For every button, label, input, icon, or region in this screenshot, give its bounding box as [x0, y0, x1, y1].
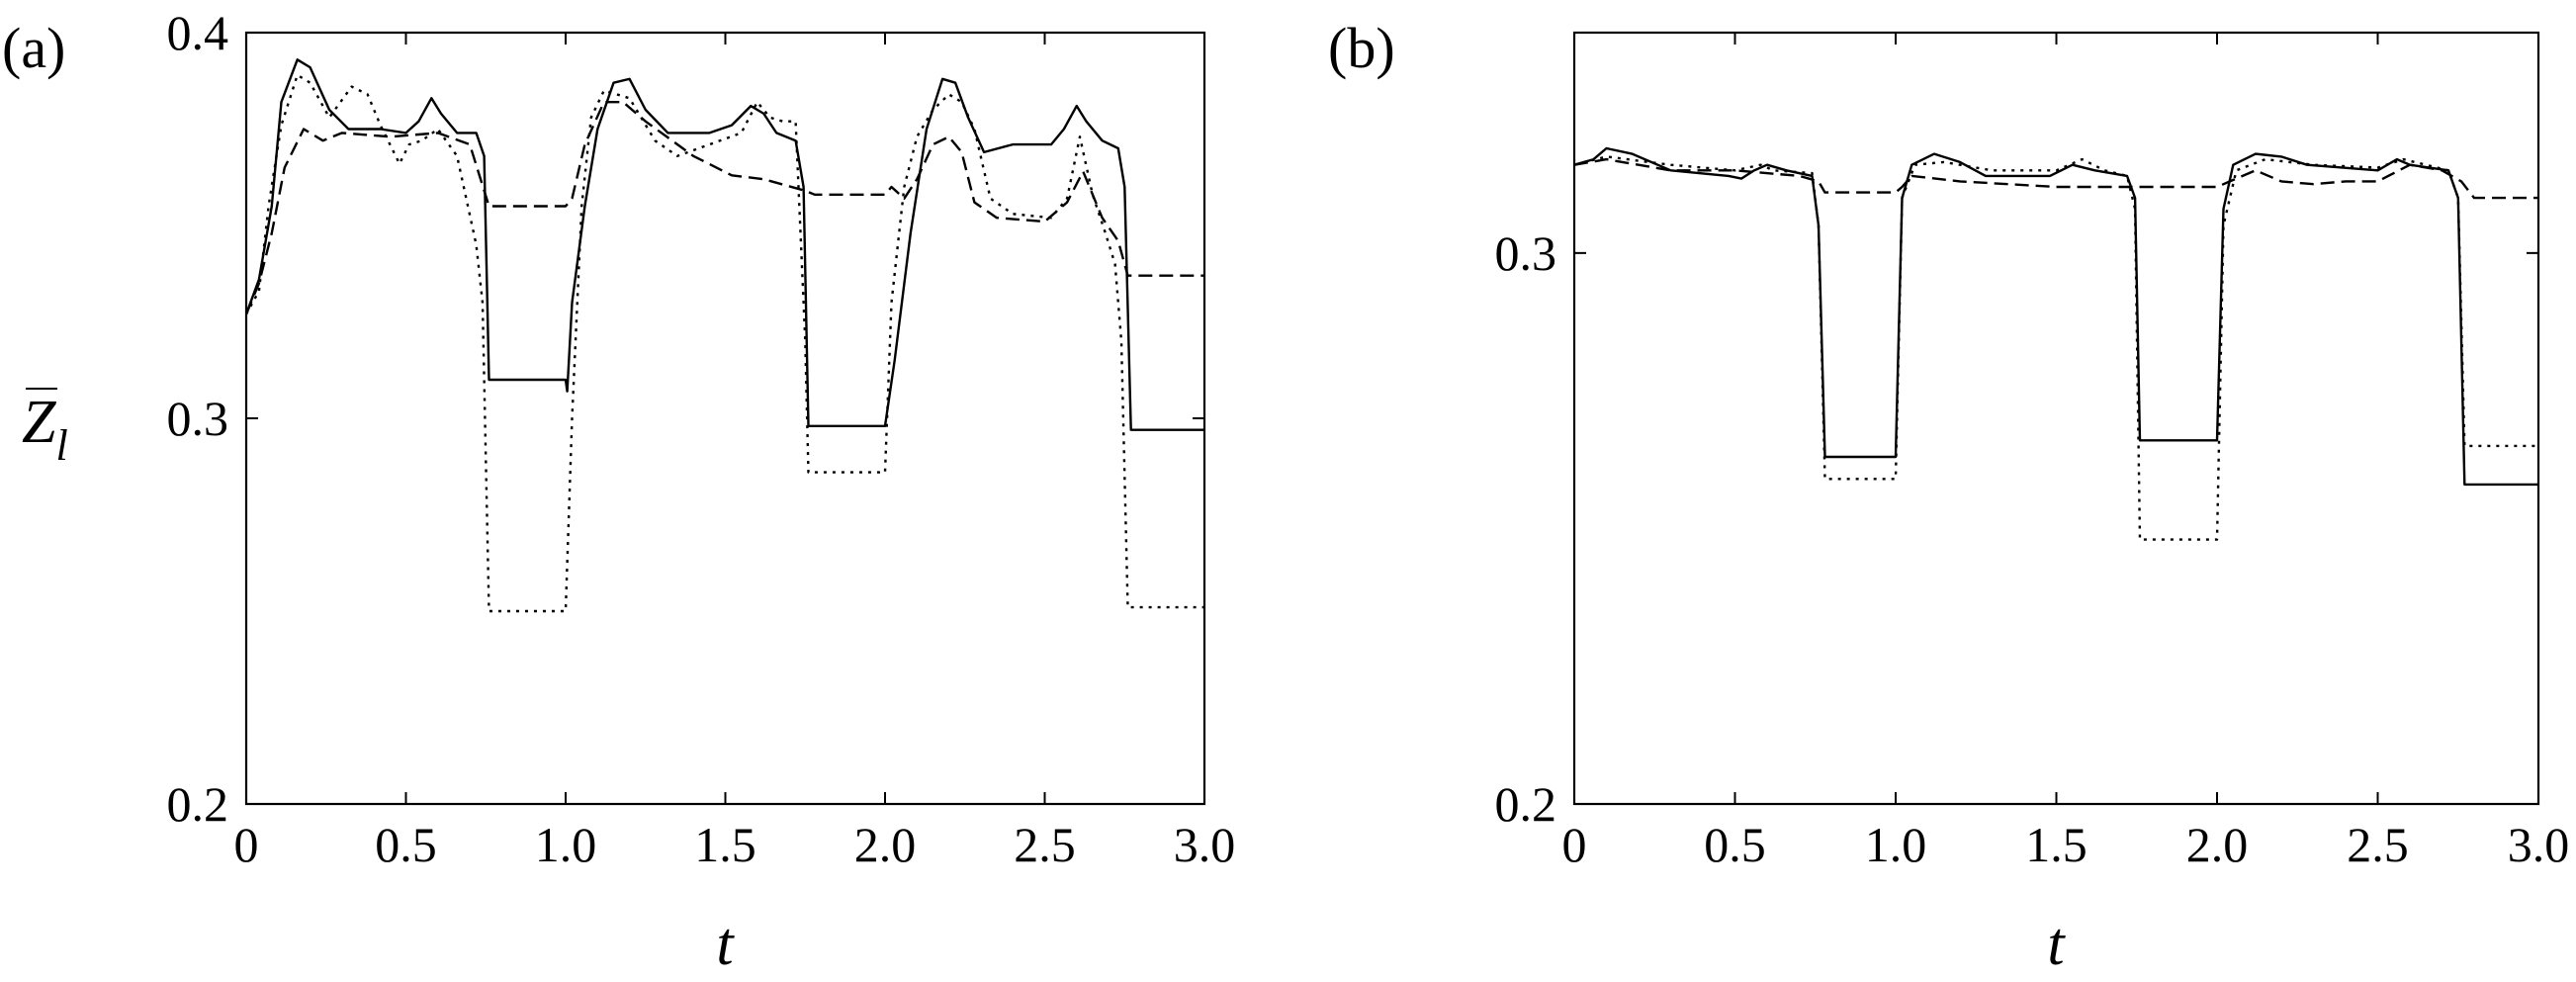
x-tick-label: 0	[234, 817, 259, 872]
x-tick-label: 0.5	[375, 817, 437, 872]
x-tick-label: 1.0	[1865, 817, 1927, 872]
panel-b-xlabel: t	[2047, 911, 2066, 978]
panel-a-plot-frame	[244, 31, 1206, 806]
panel-a-x-ticks: 0 0.5 1.0 1.5 2.0 2.5 3.0	[234, 33, 1236, 872]
x-tick-label: 2.0	[854, 817, 917, 872]
x-tick-label: 0.5	[1704, 817, 1766, 872]
ylabel-symbol: Z	[22, 389, 56, 456]
series-line-dashed	[1573, 157, 2538, 200]
panel-b-y-ticks: 0.2 0.3	[1495, 225, 2538, 832]
panel-b-series	[1573, 146, 2538, 541]
y-tick-label: 0.4	[167, 5, 229, 60]
x-tick-label: 1.0	[535, 817, 597, 872]
panel-a-series	[244, 58, 1204, 613]
x-tick-label: 3.0	[2508, 817, 2570, 872]
panel-a-ylabel: Zl	[22, 389, 68, 470]
panel-a-label: (a)	[2, 16, 65, 80]
ylabel-subscript: l	[55, 421, 67, 470]
y-tick-label: 0.2	[1495, 776, 1557, 832]
series-line-solid	[244, 58, 1204, 431]
series-line-dashed	[244, 101, 1204, 315]
x-tick-label: 1.5	[2025, 817, 2087, 872]
panel-b-label: (b)	[1328, 16, 1395, 80]
panel-b-x-ticks: 0 0.5 1.0 1.5 2.0 2.5 3.0	[1562, 33, 2570, 872]
x-tick-label: 3.0	[1174, 817, 1236, 872]
series-line-dotted	[244, 73, 1204, 613]
x-tick-label: 0	[1562, 817, 1587, 872]
panel-a-y-ticks: 0.2 0.3 0.4	[167, 5, 1204, 832]
panel-a: (a) Zl 0 0.5 1.0 1.5 2.0 2.5 3.0 0.2 0.3 0.4 t	[2, 5, 1235, 978]
y-tick-label: 0.3	[1495, 225, 1557, 281]
x-tick-label: 2.0	[2186, 817, 2249, 872]
panel-b-plot-frame	[1572, 31, 2540, 806]
series-line-solid	[1573, 146, 2538, 487]
y-tick-label: 0.2	[167, 776, 229, 832]
panel-b: (b) 0 0.5 1.0 1.5 2.0 2.5 3.0 0.2 0.3 t	[1328, 16, 2569, 978]
y-tick-label: 0.3	[167, 391, 229, 446]
series-line-dotted	[1573, 155, 2538, 541]
x-tick-label: 1.5	[694, 817, 756, 872]
panel-a-xlabel: t	[716, 911, 735, 978]
x-tick-label: 2.5	[2347, 817, 2409, 872]
x-tick-label: 2.5	[1014, 817, 1076, 872]
